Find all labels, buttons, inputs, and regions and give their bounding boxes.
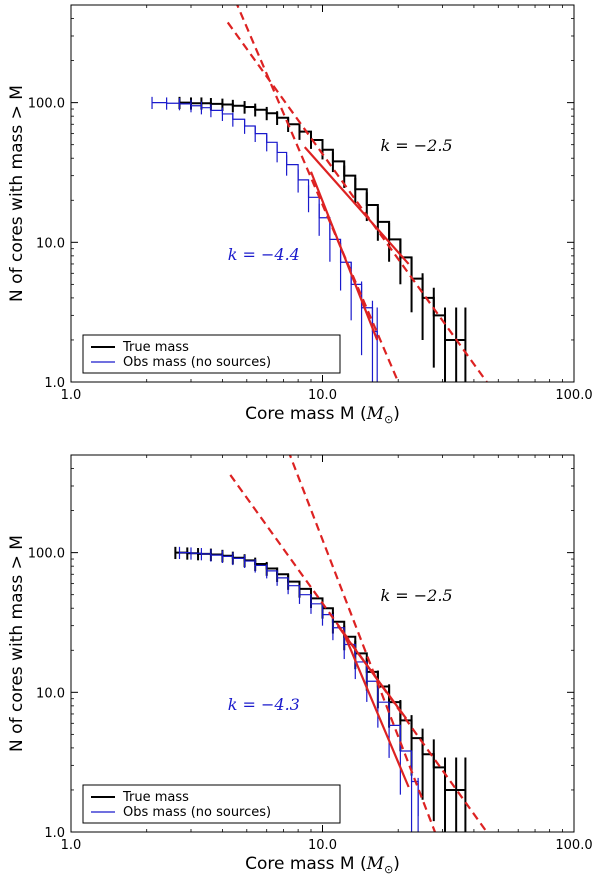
chart-1-legend-frame (82, 784, 341, 824)
chart-1-x-tick-label: 10.0 (308, 838, 337, 853)
chart-0-series-2-line (303, 146, 410, 265)
chart-1-annotation-0: k = −2.5 (380, 586, 452, 605)
chart-0-series-1-line (152, 102, 378, 340)
chart-0-legend-label-0: True mass (122, 340, 189, 355)
chart-1-xlabel: Core mass M (M⊙) (245, 854, 400, 876)
panel-bottom: 1.0 10.0 100.0 1.0 10.0 100.0 k = −2.5 k = −4.3… (7, 454, 593, 876)
panel-top: 1.0 10.0 100.0 1.0 10.0 100.0 k = −2.5 k = −4.4… (7, 4, 593, 426)
chart-0-y-tick-label: 100.0 (28, 97, 65, 112)
chart-1-series-5-line (288, 455, 436, 832)
chart-0-minor-ticks (71, 4, 574, 382)
chart-1-series-3-line (341, 629, 410, 788)
chart-1-frame (70, 454, 575, 833)
chart-1-legend-label-0: True mass (122, 790, 189, 805)
chart-0-x-tick-label: 1.0 (61, 388, 82, 403)
chart-0-y-tick-label: 1.0 (44, 376, 65, 391)
chart-0-y-tick-label: 10.0 (36, 236, 65, 251)
chart-1-series-4-line (229, 474, 488, 832)
chart-0-series-0-line (179, 101, 466, 341)
chart-0-xlabel: Core mass M (M⊙) (245, 404, 400, 426)
chart-1-series-2-line (336, 625, 407, 720)
chart-1-series-1-line (179, 552, 419, 817)
chart-1-y-tick-label: 10.0 (36, 686, 65, 701)
chart-0-x-tick-label: 10.0 (308, 388, 337, 403)
chart-1-y-tick-label: 1.0 (44, 826, 65, 841)
chart-1-annotation-1: k = −4.3 (228, 695, 300, 714)
chart-0-frame (70, 4, 575, 383)
chart-0-legend-label-1: Obs mass (no sources) (123, 355, 271, 370)
chart-1-minor-ticks (71, 454, 574, 832)
chart-0-series-5-line (236, 5, 400, 382)
chart-0-annotation-0: k = −2.5 (380, 136, 452, 155)
chart-1-ylabel: N of cores with mass > M (7, 535, 27, 752)
chart-0-series-4-line (226, 21, 488, 382)
chart-0-x-tick-label: 100.0 (555, 388, 592, 403)
chart-1-series-0-line (175, 551, 466, 791)
chart-1-x-tick-label: 100.0 (555, 838, 592, 853)
chart-1-x-tick-label: 1.0 (61, 838, 82, 853)
chart-0-legend-frame (82, 334, 341, 374)
chart-0-ylabel: N of cores with mass > M (7, 85, 27, 302)
chart-1-y-tick-label: 100.0 (28, 547, 65, 562)
chart-1-plot-area (174, 455, 488, 832)
chart-1-legend-label-1: Obs mass (no sources) (123, 805, 271, 820)
chart-0-annotation-1: k = −4.4 (228, 245, 300, 264)
chart-0-plot-area (151, 5, 488, 382)
